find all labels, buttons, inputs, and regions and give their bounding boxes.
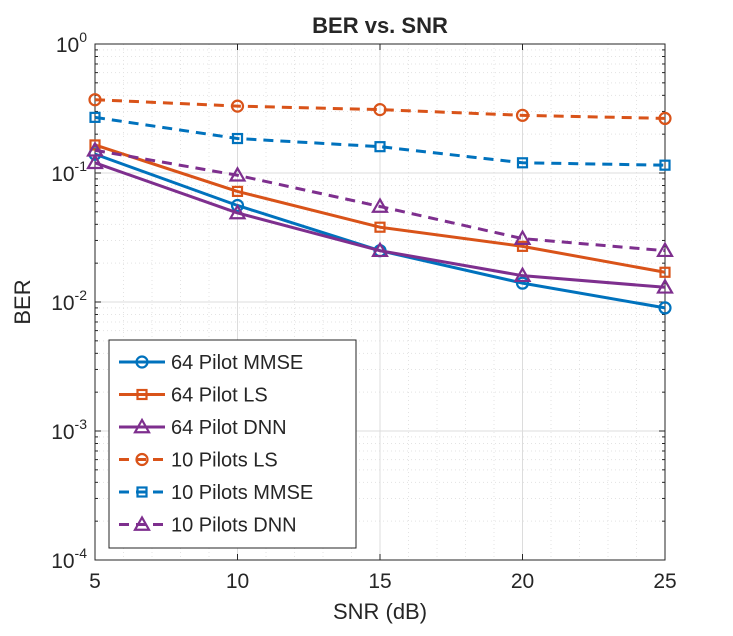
data-point-triangle: [371, 241, 389, 258]
data-point-circle: [373, 103, 387, 117]
data-point-square: [374, 141, 386, 153]
legend-label: 10 Pilots LS: [171, 450, 278, 472]
legend-entry: 10 Pilots MMSE: [119, 482, 313, 504]
data-point-square: [659, 159, 671, 171]
legend-entry: 10 Pilots LS: [119, 450, 278, 472]
x-axis-label: SNR (dB): [333, 599, 427, 624]
data-point-triangle: [656, 241, 674, 258]
legend-marker-square: [136, 388, 148, 401]
legend-entry: 64 Pilot MMSE: [119, 352, 303, 374]
data-point-square: [659, 266, 671, 278]
legend-label: 10 Pilots MMSE: [171, 482, 313, 504]
legend-entry: 64 Pilot DNN: [119, 417, 287, 439]
data-point-square: [231, 132, 244, 145]
data-point-circle: [515, 108, 530, 122]
legend-marker-triangle: [133, 417, 151, 434]
legend-label: 10 Pilots DNN: [171, 515, 297, 537]
chart-title: BER vs. SNR: [312, 13, 448, 38]
tick-labels: 5 10 15 20 25 10-4 10-3 10-2 10-1 100: [51, 29, 676, 593]
data-point-square: [89, 139, 101, 151]
data-point-circle: [230, 99, 245, 113]
legend-label: 64 Pilot LS: [171, 385, 268, 407]
legend: 64 Pilot MMSE 64 Pilot LS 64 Pilot DNN 10 P…: [108, 339, 357, 549]
data-point-circle: [88, 93, 102, 107]
data-point-triangle: [513, 266, 532, 283]
y-tick-label: 10-4: [51, 545, 87, 573]
data-point-square: [516, 240, 529, 252]
series-line: [94, 143, 666, 274]
y-tick-label: 10-3: [51, 416, 87, 444]
y-tick-label: 10-2: [51, 287, 87, 315]
y-tick-label: 10-1: [51, 158, 87, 186]
data-point-triangle: [86, 141, 104, 157]
data-point-triangle: [228, 166, 247, 182]
x-tick-label: 15: [368, 570, 391, 593]
data-point-circle: [658, 111, 672, 126]
data-point-triangle: [371, 197, 389, 213]
series-64-pilot-ls: [89, 139, 671, 278]
data-point-triangle: [656, 278, 674, 294]
data-point-circle: [658, 301, 672, 315]
legend-marker-triangle: [133, 515, 151, 531]
data-point-square: [89, 111, 101, 123]
x-tick-label: 10: [226, 570, 249, 593]
series-line: [94, 148, 666, 253]
data-point-triangle: [86, 153, 104, 170]
legend-label: 64 Pilot DNN: [171, 417, 287, 439]
x-tick-label: 5: [89, 570, 101, 593]
series-line: [94, 161, 666, 289]
data-point-triangle: [513, 229, 532, 245]
series-10-pilots-dnn: [86, 141, 674, 258]
data-series: [86, 93, 674, 315]
legend-marker-square: [136, 486, 148, 498]
series-10-pilots-mmse: [89, 111, 671, 171]
data-point-square: [516, 157, 529, 169]
y-tick-label: 100: [56, 29, 87, 57]
series-line: [94, 115, 666, 167]
x-tick-label: 25: [653, 570, 676, 593]
legend-label: 64 Pilot MMSE: [171, 352, 303, 374]
x-tick-label: 20: [511, 570, 534, 593]
legend-entry: 64 Pilot LS: [119, 385, 268, 407]
data-point-circle: [515, 276, 530, 290]
legend-entry: 10 Pilots DNN: [119, 515, 297, 537]
series-64-pilot-dnn: [86, 153, 674, 294]
legend-marker-circle: [135, 355, 149, 369]
data-point-square: [374, 221, 386, 233]
legend-marker-circle: [135, 452, 149, 467]
y-axis-label: BER: [10, 279, 35, 324]
data-point-triangle: [228, 203, 247, 220]
series-10-pilots-ls: [88, 93, 672, 126]
data-point-circle: [230, 198, 245, 213]
legend-box: [108, 339, 357, 549]
data-point-square: [231, 185, 244, 198]
